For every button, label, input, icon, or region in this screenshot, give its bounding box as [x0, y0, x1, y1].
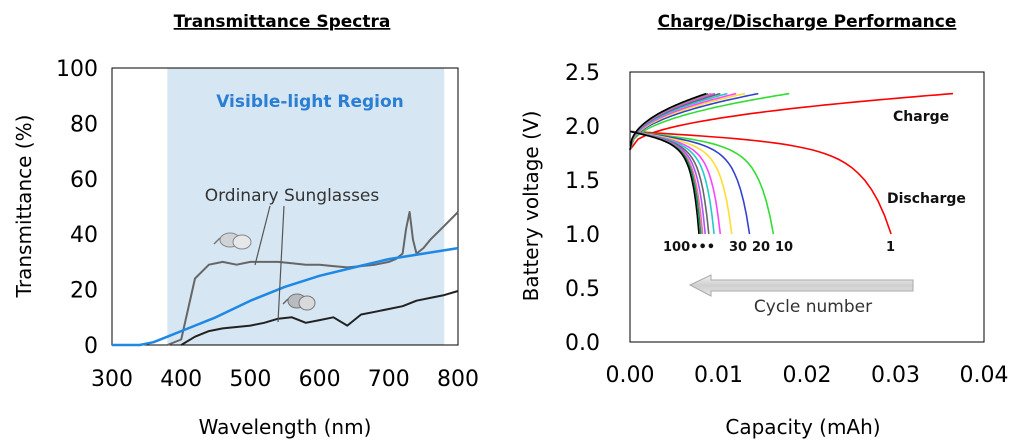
cycle-label-20: 20: [752, 240, 770, 255]
transmittance-chart: 300 400 500 600 700 800 0 20 40 60 80 100 Transmit…: [12, 12, 479, 439]
right-y-axis-label: Battery voltage (V): [519, 111, 543, 302]
left-x-ticks: 300 400 500 600 700 800: [91, 367, 479, 392]
left-x-tick-label: 400: [160, 367, 202, 392]
left-x-tick-label: 300: [91, 367, 133, 392]
cycle-number-label: Cycle number: [754, 297, 872, 317]
left-y-tick-label: 0: [84, 334, 98, 359]
discharge-curve-cycle-1: [629, 130, 892, 235]
right-y-tick-label: 1.0: [565, 223, 600, 248]
right-x-tick-label: 0.03: [871, 363, 920, 388]
discharge-label: Discharge: [887, 191, 966, 207]
charge-curve-cycle-40: [629, 92, 737, 150]
left-series-line-1: [180, 290, 459, 346]
discharge-curve-cycle-20: [629, 130, 751, 235]
charge-curve-cycle-20: [629, 92, 759, 151]
right-y-tick-label: 0.0: [565, 331, 600, 356]
left-x-tick-label: 500: [229, 367, 271, 392]
left-chart-title: Transmittance Spectra: [174, 12, 391, 32]
left-y-tick-label: 20: [70, 279, 98, 304]
right-plot-frame: [629, 71, 985, 343]
visible-region-label: Visible-light Region: [216, 92, 404, 112]
left-plot-frame: [111, 67, 459, 346]
left-series-group: [112, 211, 459, 347]
cycle-direction-arrow: [688, 274, 914, 297]
right-y-tick-label: 1.5: [565, 169, 600, 194]
right-x-axis-label: Capacity (mAh): [725, 415, 880, 439]
left-y-ticks: 0 20 40 60 80 100: [56, 57, 98, 359]
charge-curve-cycle-1: [629, 92, 954, 151]
discharge-curve-cycle-100: [629, 130, 700, 235]
sunglasses-icon: [213, 232, 252, 250]
right-y-tick-label: 2.0: [565, 115, 600, 140]
right-x-tick-label: 0.04: [960, 363, 1009, 388]
left-x-tick-label: 800: [437, 367, 479, 392]
right-x-tick-label: 0.00: [606, 363, 655, 388]
left-y-tick-label: 100: [56, 57, 98, 82]
left-y-tick-label: 40: [70, 223, 98, 248]
ordinary-sunglasses-label: Ordinary Sunglasses: [205, 186, 380, 206]
right-y-ticks: 0.0 0.5 1.0 1.5 2.0 2.5: [565, 61, 600, 356]
cycle-label-10: 10: [775, 240, 793, 255]
cycle-label-1: 1: [886, 240, 895, 255]
right-x-tick-label: 0.02: [783, 363, 832, 388]
left-series-line-0: [167, 211, 459, 346]
charge-discharge-chart: 0.00 0.01 0.02 0.03 0.04 0.00.51.01.52.02.5 …: [519, 12, 1008, 439]
sunglasses-icon: [282, 293, 316, 311]
right-y-tick-label: 2.5: [565, 61, 600, 86]
discharge-curve-cycle-90: [629, 130, 702, 235]
charge-label: Charge: [893, 109, 949, 125]
cycle-label-100: 100•••: [663, 240, 715, 255]
cycle-label-30: 30: [729, 240, 747, 255]
discharge-curve-cycle-80: [629, 130, 704, 235]
sunglasses-leader-line-2: [277, 205, 285, 323]
left-y-axis-label: Transmittance (%): [12, 115, 36, 299]
sunglasses-leader-line-1: [254, 205, 271, 266]
left-y-tick-label: 80: [70, 112, 98, 137]
left-series-line-2: [112, 246, 459, 347]
right-series-group: [629, 92, 954, 235]
right-x-ticks: 0.00 0.01 0.02 0.03 0.04: [606, 363, 1009, 388]
charge-curve-cycle-100: [629, 92, 707, 150]
left-y-tick-label: 60: [70, 168, 98, 193]
right-x-tick-label: 0.01: [694, 363, 743, 388]
left-x-tick-label: 700: [368, 367, 410, 392]
right-chart-title: Charge/Discharge Performance: [658, 12, 957, 32]
charge-curve-cycle-10: [629, 92, 790, 151]
left-x-axis-label: Wavelength (nm): [199, 415, 372, 439]
right-y-tick-label: 0.5: [565, 277, 600, 302]
left-x-tick-label: 600: [299, 367, 341, 392]
